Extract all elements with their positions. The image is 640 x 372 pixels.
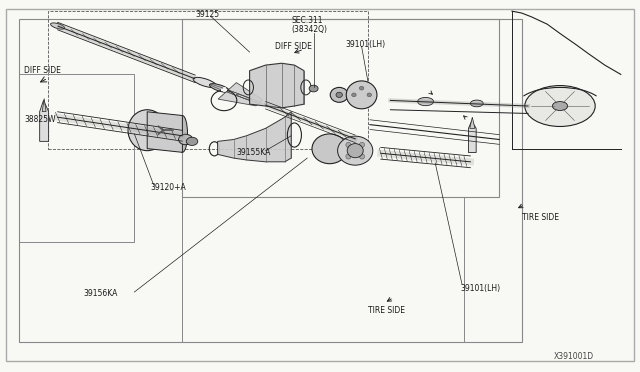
Ellipse shape (346, 81, 377, 109)
Text: TIRE SIDE: TIRE SIDE (368, 306, 405, 315)
Polygon shape (42, 99, 46, 112)
Ellipse shape (418, 97, 434, 106)
Polygon shape (147, 112, 182, 153)
Text: 39120+A: 39120+A (150, 183, 186, 192)
Text: DIFF SIDE: DIFF SIDE (275, 42, 312, 51)
Ellipse shape (367, 93, 371, 97)
Ellipse shape (346, 154, 351, 159)
Ellipse shape (348, 144, 364, 158)
Ellipse shape (359, 86, 364, 90)
Ellipse shape (186, 137, 198, 145)
Ellipse shape (338, 136, 373, 165)
Polygon shape (218, 83, 262, 106)
Bar (19, 19, 522, 342)
Circle shape (525, 86, 595, 126)
Circle shape (552, 102, 568, 110)
Text: 39155KA: 39155KA (237, 148, 271, 157)
Bar (48, 11, 368, 149)
Polygon shape (250, 63, 304, 108)
Text: DIFF SIDE: DIFF SIDE (24, 66, 61, 75)
Bar (182, 19, 499, 197)
Ellipse shape (193, 77, 216, 87)
Ellipse shape (179, 134, 193, 145)
Polygon shape (40, 100, 49, 141)
Text: 39156KA: 39156KA (83, 289, 118, 298)
Text: (38342Q): (38342Q) (291, 25, 327, 34)
Text: SEC.311: SEC.311 (291, 16, 323, 25)
Ellipse shape (330, 87, 348, 102)
Ellipse shape (346, 142, 351, 147)
Ellipse shape (177, 115, 188, 153)
Bar (19, 74, 134, 242)
Ellipse shape (128, 110, 166, 151)
Text: 38825W: 38825W (24, 115, 56, 124)
Text: X391001D: X391001D (554, 352, 594, 361)
Ellipse shape (360, 154, 365, 159)
Bar (182, 197, 464, 342)
Text: 39101(LH): 39101(LH) (461, 284, 501, 293)
Ellipse shape (51, 23, 65, 29)
Text: 39101(LH): 39101(LH) (346, 40, 386, 49)
Polygon shape (470, 117, 475, 128)
Ellipse shape (352, 93, 356, 97)
Text: 39125: 39125 (195, 10, 220, 19)
Text: TIRE SIDE: TIRE SIDE (522, 213, 559, 222)
Ellipse shape (309, 85, 318, 92)
Ellipse shape (470, 100, 483, 107)
Ellipse shape (209, 84, 230, 92)
Ellipse shape (312, 134, 348, 164)
Ellipse shape (360, 142, 365, 147)
Polygon shape (218, 112, 291, 162)
Polygon shape (468, 121, 476, 153)
Ellipse shape (336, 92, 342, 97)
